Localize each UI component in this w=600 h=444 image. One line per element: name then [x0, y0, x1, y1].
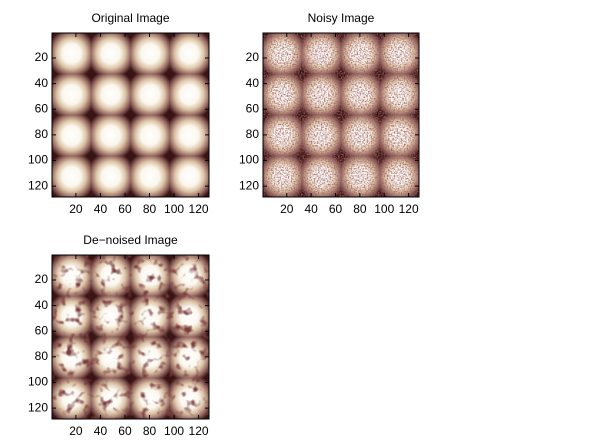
x-tick-label: 120 [399, 202, 419, 216]
image-noise [52, 255, 209, 419]
y-tick-label: 100 [239, 153, 259, 167]
x-tick-label: 80 [143, 202, 157, 216]
x-tick-label: 20 [69, 424, 83, 438]
y-tick-label: 120 [28, 178, 48, 192]
axes-box [51, 254, 210, 420]
y-tick-label: 80 [35, 349, 49, 363]
axes-title: Original Image [91, 11, 169, 25]
x-tick-label: 40 [94, 424, 108, 438]
axes-box [51, 32, 210, 198]
y-tick-label: 60 [35, 101, 49, 115]
y-tick-label: 80 [246, 127, 260, 141]
axes-box [262, 32, 420, 198]
y-tick-label: 60 [246, 101, 260, 115]
x-tick-label: 100 [164, 424, 184, 438]
x-tick-label: 80 [143, 424, 157, 438]
image [52, 33, 209, 197]
x-tick-label: 60 [118, 424, 132, 438]
y-tick-label: 120 [239, 178, 259, 192]
x-tick-label: 100 [374, 202, 394, 216]
y-tick-label: 60 [35, 323, 49, 337]
axes-title: De−noised Image [83, 233, 178, 247]
x-tick-label: 120 [189, 202, 209, 216]
y-tick-label: 40 [35, 298, 49, 312]
y-tick-label: 80 [35, 127, 49, 141]
y-tick-label: 20 [246, 50, 260, 64]
x-tick-label: 20 [280, 202, 294, 216]
x-tick-label: 60 [329, 202, 343, 216]
x-tick-label: 40 [94, 202, 108, 216]
x-tick-label: 120 [189, 424, 209, 438]
y-tick-label: 40 [35, 76, 49, 90]
y-tick-label: 100 [28, 153, 48, 167]
y-tick-label: 120 [28, 400, 48, 414]
x-tick-label: 80 [353, 202, 367, 216]
y-tick-label: 40 [246, 76, 260, 90]
y-tick-label: 20 [35, 50, 49, 64]
x-tick-label: 60 [118, 202, 132, 216]
x-tick-label: 20 [69, 202, 83, 216]
y-tick-label: 20 [35, 272, 49, 286]
image-noise [263, 33, 419, 197]
y-tick-label: 100 [28, 375, 48, 389]
axes-title: Noisy Image [308, 11, 375, 25]
x-tick-label: 40 [304, 202, 318, 216]
x-tick-label: 100 [164, 202, 184, 216]
